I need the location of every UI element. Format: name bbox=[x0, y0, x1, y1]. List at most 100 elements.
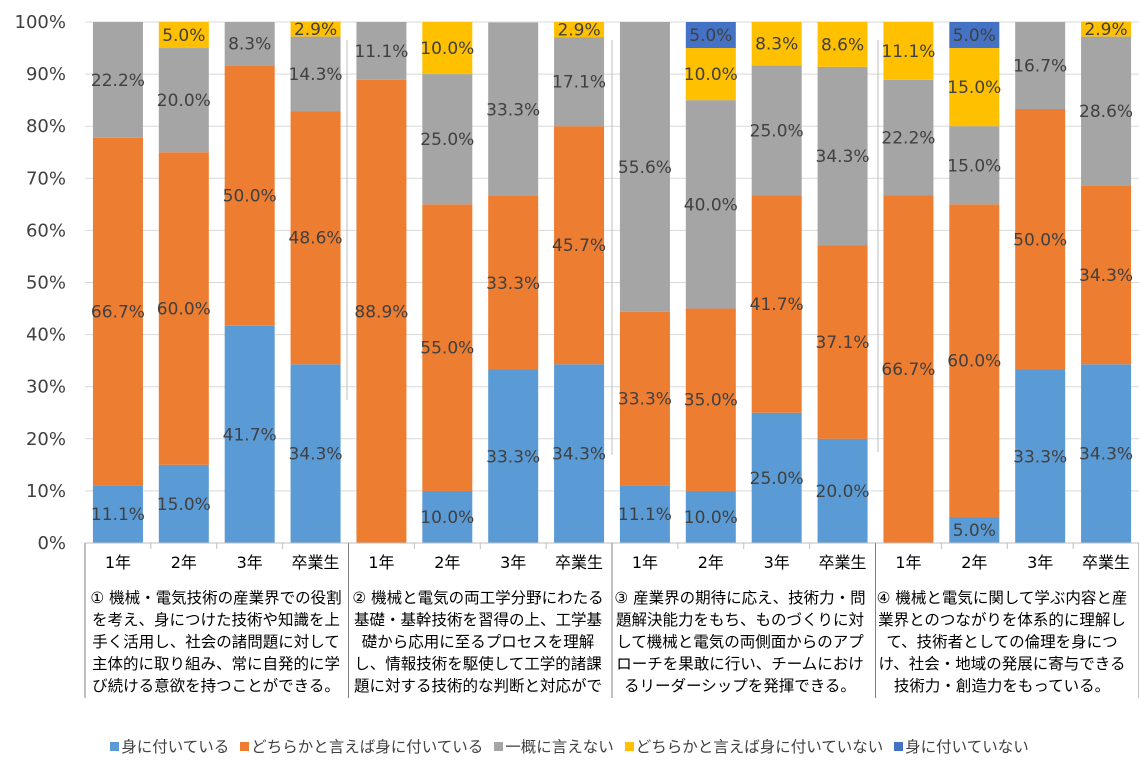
data-label: 41.7% bbox=[750, 295, 804, 315]
data-label: 33.3% bbox=[486, 100, 540, 120]
data-label: 16.7% bbox=[1013, 57, 1067, 77]
bar-segment bbox=[290, 36, 341, 112]
bar-segment bbox=[619, 22, 670, 312]
bar-segment bbox=[1081, 364, 1132, 543]
data-label: 37.1% bbox=[816, 333, 870, 353]
data-label: 14.3% bbox=[289, 65, 343, 85]
data-label: 88.9% bbox=[354, 302, 408, 322]
legend-swatch-3 bbox=[494, 742, 504, 751]
legend-item-4: どちらかと言えば身に付いていない bbox=[624, 735, 883, 757]
group-labels: ① 機械・電気技術の産業界での役割を考え、身につけた技術や知識を上手く活用し、社… bbox=[85, 586, 1139, 698]
legend-label-5: 身に付いていない bbox=[905, 738, 1029, 756]
data-label: 5.0% bbox=[689, 26, 732, 46]
x-tick-label: 卒業生 bbox=[292, 553, 340, 572]
x-tick-label: 2年 bbox=[434, 553, 460, 572]
group-label-1: ① 機械・電気技術の産業界での役割を考え、身につけた技術や知識を上手く活用し、社… bbox=[90, 589, 342, 695]
data-label: 20.0% bbox=[157, 91, 211, 111]
bars bbox=[92, 21, 1132, 544]
data-label: 22.2% bbox=[91, 71, 145, 91]
data-label: 25.0% bbox=[750, 121, 804, 141]
data-label: 10.0% bbox=[420, 39, 474, 59]
data-label: 33.3% bbox=[618, 389, 672, 409]
bar-segment bbox=[290, 21, 341, 37]
x-tick-label: 卒業生 bbox=[1082, 553, 1130, 572]
bar-segment bbox=[356, 22, 407, 80]
legend-swatch-1 bbox=[110, 742, 120, 751]
bar-segment bbox=[751, 65, 802, 196]
x-axis-tick-labels: 1年 2年 3年 卒業生 1年 2年 3年 卒業生 1年 2年 3年 卒業生 1年 2年 3年 卒業生 bbox=[105, 553, 1130, 572]
bar-segment bbox=[422, 204, 473, 491]
legend-item-3: 一概に言えない bbox=[494, 735, 614, 757]
y-tick-label: 0% bbox=[37, 533, 66, 554]
data-label: 8.6% bbox=[821, 35, 864, 55]
bar-segment bbox=[1015, 22, 1066, 110]
data-label: 2.9% bbox=[294, 20, 337, 40]
bar-segment bbox=[949, 126, 1000, 205]
bar-segment bbox=[422, 22, 473, 75]
data-label: 17.1% bbox=[552, 73, 606, 93]
group-label-4: ④ 機械と電気に関して学ぶ内容と産業界とのつながりを体系的に理解して、技術者とし… bbox=[876, 589, 1128, 695]
x-tick-label: 3年 bbox=[764, 553, 790, 572]
y-tick-label: 100% bbox=[15, 12, 66, 33]
group-dividers bbox=[346, 40, 879, 455]
bar-segment bbox=[751, 22, 802, 66]
bar-segment bbox=[949, 516, 1000, 543]
data-label: 11.1% bbox=[881, 42, 935, 62]
y-axis-tick-labels: 0% 10% 20% 30% 40% 50% 60% 70% 80% 90% 100% bbox=[15, 12, 66, 554]
bar-segment bbox=[619, 485, 670, 543]
bar-segment bbox=[488, 196, 539, 370]
legend-label-3: 一概に言えない bbox=[505, 738, 614, 756]
data-label: 2.9% bbox=[1084, 20, 1127, 40]
data-label: 55.0% bbox=[420, 339, 474, 359]
data-label: 34.3% bbox=[552, 445, 606, 465]
bar-segment bbox=[883, 22, 934, 80]
y-tick-label: 50% bbox=[26, 273, 66, 294]
bar-segment bbox=[422, 74, 473, 205]
bar-segment bbox=[817, 66, 868, 246]
group-label-3: ③ 産業界の期待に応え、技術力・問題解決能力をもち、ものづくりに対して機械と電気… bbox=[614, 589, 866, 695]
stacked-bar-chart: 0% 10% 20% 30% 40% 50% 60% 70% 80% 90% 100% 11.1% 6… bbox=[15, 12, 1139, 698]
bar-segment bbox=[488, 369, 539, 543]
bar-segment bbox=[158, 464, 209, 543]
legend: 身に付いている どちらかと言えば身に付いている 一概に言えない どちらかと言えば… bbox=[0, 735, 1139, 757]
data-label: 45.7% bbox=[552, 236, 606, 256]
bar-segment bbox=[751, 412, 802, 543]
bar-segment bbox=[949, 22, 1000, 49]
bar-segment bbox=[949, 204, 1000, 517]
data-label: 2.9% bbox=[557, 21, 600, 41]
bar-segment bbox=[356, 79, 407, 544]
bar-segment bbox=[290, 364, 341, 543]
data-label: 66.7% bbox=[91, 302, 145, 322]
data-label: 33.3% bbox=[486, 274, 540, 294]
data-label: 11.1% bbox=[354, 42, 408, 62]
bar-segment bbox=[1015, 369, 1066, 543]
data-label: 55.6% bbox=[618, 158, 672, 178]
bar-segment bbox=[488, 22, 539, 197]
data-label: 48.6% bbox=[289, 229, 343, 249]
x-tick-label: 2年 bbox=[171, 553, 197, 572]
data-label: 15.0% bbox=[157, 495, 211, 515]
x-tick-label: 1年 bbox=[632, 553, 658, 572]
bar-segment bbox=[685, 490, 736, 543]
data-label: 5.0% bbox=[162, 26, 205, 46]
data-label: 34.3% bbox=[1079, 266, 1133, 286]
bar-segment bbox=[883, 195, 934, 544]
bar-segment bbox=[92, 485, 143, 543]
bar-segment bbox=[1015, 109, 1066, 370]
data-label: 34.3% bbox=[1079, 445, 1133, 465]
bar-segment bbox=[224, 65, 275, 326]
data-label: 10.0% bbox=[684, 508, 738, 528]
legend-swatch-2 bbox=[240, 742, 250, 751]
bar-segment bbox=[554, 22, 605, 38]
legend-item-5: 身に付いていない bbox=[894, 735, 1029, 757]
data-label: 5.0% bbox=[953, 521, 996, 541]
bar-segment bbox=[817, 438, 868, 543]
data-label: 25.0% bbox=[420, 130, 474, 150]
x-axis-category-table bbox=[84, 542, 1139, 698]
x-tick-label: 3年 bbox=[237, 553, 263, 572]
bar-segment bbox=[685, 48, 736, 101]
bar-segment bbox=[422, 490, 473, 543]
y-tick-label: 30% bbox=[26, 377, 66, 398]
x-tick-label: 卒業生 bbox=[555, 553, 603, 572]
bar-segment bbox=[619, 311, 670, 486]
